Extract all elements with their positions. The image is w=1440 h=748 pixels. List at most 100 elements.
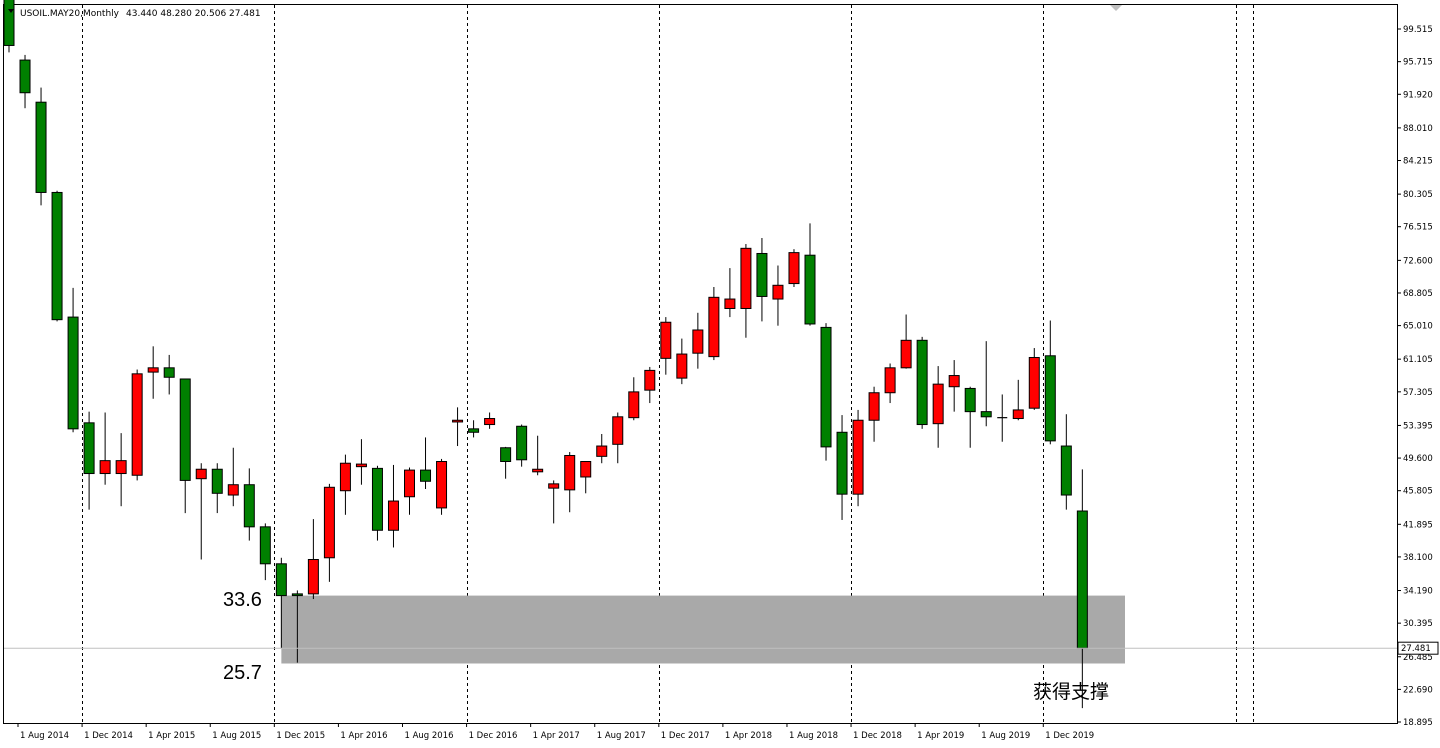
x-tick-label: 1 Aug 2015 (212, 731, 261, 741)
candle (644, 366, 656, 404)
candle-body (484, 418, 496, 426)
x-tick-label: 1 Apr 2016 (340, 731, 387, 741)
x-tick-label: 1 Dec 2014 (84, 731, 133, 741)
candle-body (115, 460, 127, 475)
candle (916, 336, 928, 429)
candle (852, 409, 864, 507)
candle-body (772, 284, 784, 300)
candle (452, 407, 464, 447)
candle-body (804, 254, 816, 325)
candle (355, 439, 367, 485)
x-tick-label: 1 Aug 2017 (597, 731, 646, 741)
candle-body (468, 428, 480, 433)
candle-body (564, 454, 576, 491)
candle-body (788, 252, 800, 285)
candle-body (83, 422, 95, 475)
candle-body (1012, 409, 1024, 420)
candle (387, 464, 399, 548)
candle (692, 312, 704, 369)
candle-body (275, 563, 287, 597)
candle (772, 265, 784, 326)
y-tick-label: 26.485 (1403, 653, 1433, 663)
candle-body (868, 392, 880, 421)
y-tick-label: 49.600 (1403, 454, 1433, 464)
candle-body (580, 461, 592, 478)
candle (131, 369, 143, 481)
candle (115, 433, 127, 507)
candle (468, 420, 480, 438)
support-zone (281, 595, 1125, 664)
candle (147, 346, 159, 399)
candle (436, 458, 448, 515)
y-tick-label: 38.100 (1403, 553, 1433, 563)
candle (628, 377, 640, 421)
x-tick-label: 1 Aug 2014 (20, 731, 69, 741)
candle (964, 386, 976, 448)
candle-body (644, 369, 656, 391)
support-annotation: 获得支撑 (1033, 681, 1109, 703)
candle-body (404, 469, 415, 498)
candle-body (355, 463, 367, 468)
zone-high-label: 33.6 (223, 589, 262, 611)
candle (580, 461, 592, 494)
x-tick-label: 1 Aug 2018 (789, 731, 838, 741)
plot-frame (3, 4, 1398, 724)
candle-body (291, 593, 303, 597)
candles-layer (3, 0, 1088, 709)
candle-body (932, 383, 944, 425)
candle-body (35, 101, 47, 193)
candle (660, 317, 672, 375)
support-zone-layer (281, 595, 1125, 664)
candle-body (51, 191, 63, 321)
candle-body (420, 469, 432, 482)
candle (339, 454, 351, 515)
x-tick-label: 1 Dec 2019 (1045, 731, 1094, 741)
y-tick-label: 88.010 (1403, 124, 1433, 134)
candle (83, 411, 95, 510)
candle (211, 463, 223, 514)
candle-body (500, 447, 512, 463)
candle-body (179, 378, 191, 481)
candle-body (964, 387, 976, 413)
candle (1028, 348, 1040, 410)
time-axis: 1 Aug 2014 1 Dec 2014 1 Apr 2015 1 Aug 2015… (17, 723, 1094, 741)
candle (227, 447, 239, 507)
candle-body (195, 468, 207, 480)
y-tick-label: 72.600 (1403, 256, 1433, 266)
y-tick-label: 76.515 (1403, 223, 1433, 233)
x-tick-label: 1 Apr 2018 (725, 731, 772, 741)
x-tick-label: 1 Aug 2016 (404, 731, 453, 741)
candle-body (259, 526, 271, 565)
candle (243, 468, 255, 541)
y-tick-label: 91.920 (1403, 90, 1433, 100)
candle (420, 437, 432, 490)
y-tick-label: 53.395 (1403, 421, 1433, 431)
y-tick-label: 34.190 (1403, 587, 1433, 597)
candle (868, 386, 880, 442)
candle (804, 223, 816, 326)
candle-body (211, 468, 223, 494)
candle (836, 415, 848, 520)
candle-body (1060, 445, 1072, 496)
candle-body (19, 59, 31, 94)
candle (163, 354, 175, 395)
candle (35, 87, 47, 206)
candle-body (740, 247, 752, 309)
candle (532, 435, 544, 476)
ohlc-readout: 43.440 48.280 20.506 27.481 (126, 9, 261, 19)
chart-shift-icon[interactable] (1110, 5, 1122, 11)
candle (195, 463, 207, 560)
candle (788, 249, 800, 288)
dropdown-triangle-icon[interactable] (8, 9, 14, 13)
x-tick-label: 1 Dec 2016 (469, 731, 518, 741)
y-tick-label: 84.215 (1403, 157, 1433, 167)
candle-body (1076, 510, 1088, 649)
candle-body (660, 321, 672, 359)
candle (820, 323, 832, 461)
candle (980, 341, 992, 427)
y-tick-label: 57.305 (1403, 388, 1433, 398)
chart-title: USOIL.MAY20,Monthly (20, 9, 120, 19)
y-tick-label: 45.805 (1403, 487, 1433, 497)
candle (1060, 414, 1072, 510)
